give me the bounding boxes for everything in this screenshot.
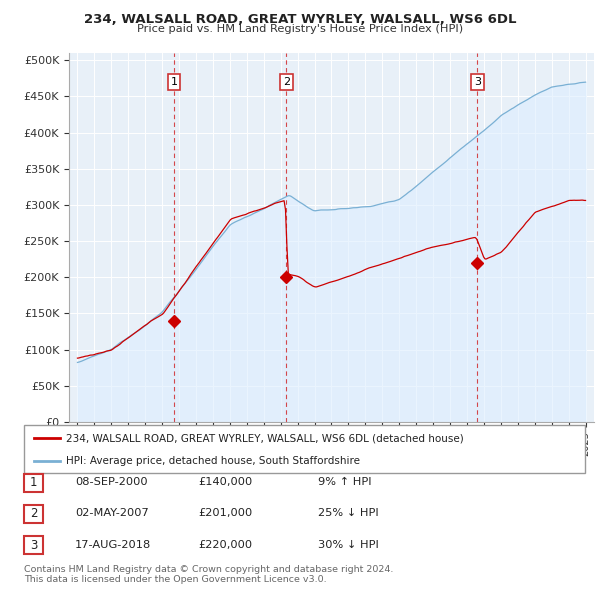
Text: 3: 3 (30, 539, 37, 552)
Text: 02-MAY-2007: 02-MAY-2007 (75, 509, 149, 518)
Text: £140,000: £140,000 (198, 477, 252, 487)
Text: 1: 1 (170, 77, 178, 87)
Text: 9% ↑ HPI: 9% ↑ HPI (318, 477, 371, 487)
Text: Contains HM Land Registry data © Crown copyright and database right 2024.
This d: Contains HM Land Registry data © Crown c… (24, 565, 394, 584)
Text: 1: 1 (30, 476, 37, 489)
Text: 25% ↓ HPI: 25% ↓ HPI (318, 509, 379, 518)
Text: 3: 3 (474, 77, 481, 87)
Text: Price paid vs. HM Land Registry's House Price Index (HPI): Price paid vs. HM Land Registry's House … (137, 24, 463, 34)
Text: 17-AUG-2018: 17-AUG-2018 (75, 540, 151, 549)
Text: 234, WALSALL ROAD, GREAT WYRLEY, WALSALL, WS6 6DL: 234, WALSALL ROAD, GREAT WYRLEY, WALSALL… (84, 13, 516, 26)
Text: 2: 2 (30, 507, 37, 520)
Text: £201,000: £201,000 (198, 509, 252, 518)
Text: 2: 2 (283, 77, 290, 87)
Text: 30% ↓ HPI: 30% ↓ HPI (318, 540, 379, 549)
Text: HPI: Average price, detached house, South Staffordshire: HPI: Average price, detached house, Sout… (66, 456, 360, 466)
Text: 234, WALSALL ROAD, GREAT WYRLEY, WALSALL, WS6 6DL (detached house): 234, WALSALL ROAD, GREAT WYRLEY, WALSALL… (66, 433, 464, 443)
Text: £220,000: £220,000 (198, 540, 252, 549)
Text: 08-SEP-2000: 08-SEP-2000 (75, 477, 148, 487)
